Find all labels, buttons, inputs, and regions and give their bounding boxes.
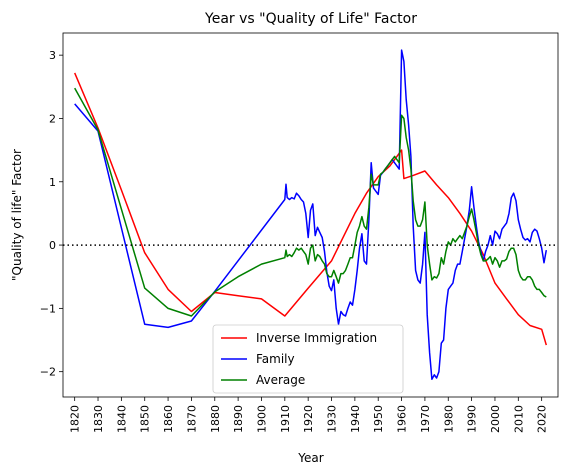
x-tick-label: 1820 — [69, 405, 82, 433]
x-tick-label: 1990 — [466, 405, 479, 433]
y-tick-label: 1 — [49, 176, 56, 189]
x-tick-label: 1870 — [185, 405, 198, 433]
chart-title: Year vs "Quality of Life" Factor — [204, 11, 417, 27]
series-line-3 — [74, 87, 547, 317]
y-tick-label: −1 — [40, 302, 56, 315]
y-tick-label: 0 — [49, 239, 56, 252]
y-axis-label: "Quality of life" Factor — [10, 149, 24, 281]
x-tick-label: 1950 — [372, 405, 385, 433]
x-tick-label: 1830 — [92, 405, 105, 433]
y-tick-label: −2 — [40, 366, 56, 379]
legend: Inverse Immigration Family Average — [212, 324, 404, 394]
series-line-2 — [74, 49, 548, 381]
legend-box — [212, 324, 404, 394]
y-tick-label: 3 — [49, 49, 56, 62]
series-line-1 — [74, 72, 548, 346]
legend-label: Family — [256, 352, 295, 366]
x-tick-label: 1860 — [162, 405, 175, 433]
x-tick-label: 2020 — [536, 405, 549, 433]
y-axis-ticks: −2 −1 0 1 2 3 — [40, 49, 63, 379]
x-tick-label: 1910 — [279, 405, 292, 433]
y-tick-label: 2 — [49, 112, 56, 125]
x-axis-ticks: 1820 1830 1840 1850 1860 1870 1880 1890 1900 1910… — [69, 397, 549, 433]
x-tick-label: 1840 — [115, 405, 128, 433]
x-tick-label: 1960 — [396, 405, 409, 433]
x-tick-label: 2000 — [489, 405, 502, 433]
legend-label: Inverse Immigration — [256, 331, 377, 345]
x-tick-label: 1880 — [209, 405, 222, 433]
x-axis-label: Year — [297, 451, 323, 465]
plot-frame — [62, 32, 559, 398]
x-tick-label: 1900 — [255, 405, 268, 433]
x-tick-label: 1980 — [442, 405, 455, 433]
x-tick-label: 1890 — [232, 405, 245, 433]
series-layer — [74, 49, 548, 381]
x-tick-label: 1930 — [326, 405, 339, 433]
x-tick-label: 1920 — [302, 405, 315, 433]
x-tick-label: 1850 — [139, 405, 152, 433]
plot-area: 1820 1830 1840 1850 1860 1870 1880 1890 1900 1910… — [40, 32, 559, 433]
x-tick-label: 1970 — [419, 405, 432, 433]
x-tick-label: 2010 — [512, 405, 525, 433]
legend-label: Average — [256, 373, 305, 387]
x-tick-label: 1940 — [349, 405, 362, 433]
